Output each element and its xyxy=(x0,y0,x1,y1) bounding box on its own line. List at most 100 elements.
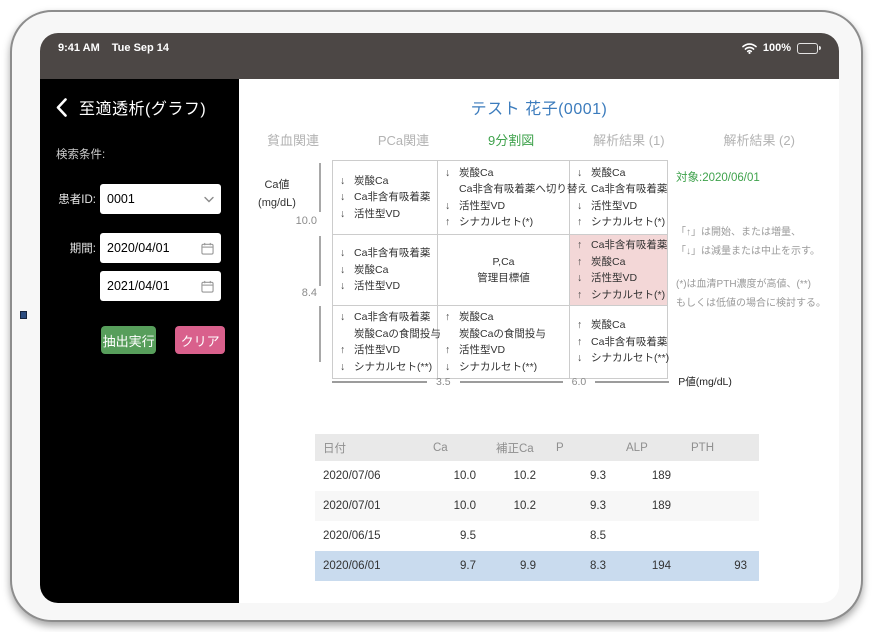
x-axis-segment xyxy=(332,380,427,383)
cell-value: 10.0 xyxy=(453,500,476,512)
tab-0[interactable]: 貧血関連 xyxy=(267,133,320,148)
cell-value xyxy=(683,491,759,521)
cell-value: 10.2 xyxy=(513,500,536,512)
sidebar-title: 至適透析(グラフ) xyxy=(79,101,207,118)
x-tick-3-5: 3.5 xyxy=(436,375,451,388)
arrow-up-icon: ↑ xyxy=(577,319,583,332)
arrow-down-icon: ↓ xyxy=(445,360,451,373)
arrow-up-icon: ↑ xyxy=(340,344,346,356)
arrow-spacer xyxy=(340,326,354,343)
cell-date: 2020/06/01 xyxy=(323,560,381,572)
table-header-0: 日付 xyxy=(315,434,425,461)
tab-1[interactable]: PCa関連 xyxy=(377,133,430,148)
grid-cell-text: シナカルセト(**) xyxy=(354,360,433,373)
y-axis-segment xyxy=(319,236,321,286)
grid-cell-text: 活性型VD xyxy=(591,272,638,284)
y-axis-segment xyxy=(319,306,321,362)
grid-cell-bottom-right: ↑ 炭酸Ca ↑ Ca非含有吸着薬 ↓ シナカルセト(**) xyxy=(570,306,669,379)
target-date-label: 対象:2020/06/01 xyxy=(676,172,760,184)
wifi-icon xyxy=(742,42,757,54)
status-bar: 9:41 AM Tue Sep 14 100% xyxy=(40,33,839,79)
cell-date: 2020/07/06 xyxy=(323,470,381,482)
cell-value xyxy=(683,461,759,491)
arrow-up-icon: ↑ xyxy=(577,335,583,348)
period-from-input[interactable]: 2020/04/01 xyxy=(100,233,221,263)
cell-value: 9.3 xyxy=(590,500,606,512)
arrow-up-icon: ↑ xyxy=(577,183,583,195)
arrow-down-icon: ↓ xyxy=(340,311,346,323)
arrow-spacer xyxy=(445,181,459,198)
front-camera xyxy=(20,311,27,319)
grid-cell-text: 炭酸Ca xyxy=(459,311,494,323)
grid-cell-top-right: ↓ 炭酸Ca ↑ Ca非含有吸着薬 ↓ 活性型VD ↑ シナカルセト(*) xyxy=(570,161,668,235)
cell-value: 9.7 xyxy=(460,560,476,572)
cell-value: 9.5 xyxy=(460,530,476,542)
arrow-down-icon: ↓ xyxy=(445,166,451,179)
battery-percent: 100% xyxy=(762,42,791,54)
grid-cell-text: Ca非含有吸着薬 xyxy=(354,311,431,323)
patient-id-select[interactable]: 0001 xyxy=(100,184,221,214)
table-row-2020-06-01[interactable]: 2020/06/01 9.7 9.9 8.3 194 93 xyxy=(315,551,759,581)
grid-cell-text: 活性型VD xyxy=(354,280,401,293)
cell-value: 9.9 xyxy=(520,560,536,572)
cell-value: 10.0 xyxy=(453,470,476,482)
period-to-input[interactable]: 2021/04/01 xyxy=(100,271,221,301)
grid-cell-text: Ca非含有吸着薬へ切り替え xyxy=(459,183,588,195)
lab-results-table: 日付 Ca 補正Ca P ALP PTH 2020/07/06 10.0 10.2 9.3 189… xyxy=(315,434,759,581)
arrow-down-icon: ↓ xyxy=(577,199,583,212)
search-conditions-label: 検索条件: xyxy=(56,149,106,161)
grid-cell-top-center: ↓ 炭酸Ca Ca非含有吸着薬へ切り替え ↓ 活性型VD ↑ シナカルセト(*) xyxy=(438,161,588,235)
grid-cell-text: Ca非含有吸着薬 xyxy=(591,239,668,251)
cell-date: 2020/06/15 xyxy=(323,530,381,542)
grid-cell-text: 炭酸Caの食間投与 xyxy=(354,327,441,340)
cell-value: 189 xyxy=(651,500,671,512)
arrow-up-icon: ↑ xyxy=(445,344,451,356)
table-row-2020-07-01[interactable]: 2020/07/01 10.0 10.2 9.3 189 xyxy=(315,491,759,521)
grid-cell-text: Ca非含有吸着薬 xyxy=(354,191,431,204)
grid-cell-text: P,Ca xyxy=(492,255,515,268)
y-axis-label: Ca値 (mg/dL) xyxy=(258,179,296,209)
arrow-down-icon: ↓ xyxy=(577,272,583,284)
cell-value: 93 xyxy=(734,560,747,572)
calendar-icon xyxy=(201,280,214,293)
period-to-value: 2021/04/01 xyxy=(107,279,170,293)
sidebar: 至適透析(グラフ) 検索条件: 患者ID: 0001 期間: xyxy=(40,79,239,603)
x-axis-label: P値(mg/dL) xyxy=(678,376,732,388)
cell-value: 189 xyxy=(651,470,671,482)
arrow-down-icon: ↓ xyxy=(340,191,346,204)
grid-cell-text: 活性型VD xyxy=(459,199,506,212)
grid-cell-top-left: ↓ 炭酸Ca ↓ Ca非含有吸着薬 ↓ 活性型VD xyxy=(333,161,438,235)
cell-value: 8.3 xyxy=(590,560,606,572)
grid-cell-text: 炭酸Ca xyxy=(591,166,626,179)
x-axis-segment xyxy=(595,380,670,383)
cell-date: 2020/07/01 xyxy=(323,500,381,512)
ipad-device-frame: 9:41 AM Tue Sep 14 100% xyxy=(10,10,863,622)
grid-cell-text: Ca非含有吸着薬 xyxy=(354,247,431,260)
table-header-5: PTH xyxy=(683,434,759,461)
arrow-up-icon: ↑ xyxy=(577,216,583,228)
grid-cell-text: シナカルセト(*) xyxy=(459,216,534,228)
tab-4[interactable]: 解析結果 (2) xyxy=(723,133,795,148)
back-button[interactable] xyxy=(56,97,67,117)
table-row-2020-07-06[interactable]: 2020/07/06 10.0 10.2 9.3 189 xyxy=(315,461,759,491)
grid-cell-text: 活性型VD xyxy=(459,344,506,356)
table-header-3: P xyxy=(548,434,618,461)
grid-cell-bottom-center: ↑ 炭酸Ca 炭酸Caの食間投与 ↑ 活性型VD ↓ シナカルセト(**) xyxy=(438,306,570,379)
tab-2[interactable]: 9分割図 xyxy=(488,133,535,148)
clear-button[interactable]: クリア xyxy=(175,326,225,354)
grid-cell-text: 炭酸Ca xyxy=(354,263,389,276)
y-axis-segment xyxy=(319,163,321,212)
patient-id-value: 0001 xyxy=(107,192,135,206)
table-header-1: Ca xyxy=(425,434,488,461)
x-tick-6-0: 6.0 xyxy=(571,375,587,388)
grid-cell-text: 炭酸Caの食間投与 xyxy=(459,327,546,340)
legend-note-arrows: 「↑」は開始、または増量、 「↓」は減量または中止を示す。 xyxy=(676,227,820,257)
table-row-2020-06-15[interactable]: 2020/06/15 9.5 8.5 xyxy=(315,521,759,551)
execute-button[interactable]: 抽出実行 xyxy=(101,326,157,354)
cell-value: 8.5 xyxy=(590,530,606,542)
tab-3[interactable]: 解析結果 (1) xyxy=(593,133,665,148)
arrow-down-icon: ↓ xyxy=(340,247,346,260)
arrow-down-icon: ↓ xyxy=(340,280,346,293)
arrow-up-icon: ↑ xyxy=(577,239,583,251)
